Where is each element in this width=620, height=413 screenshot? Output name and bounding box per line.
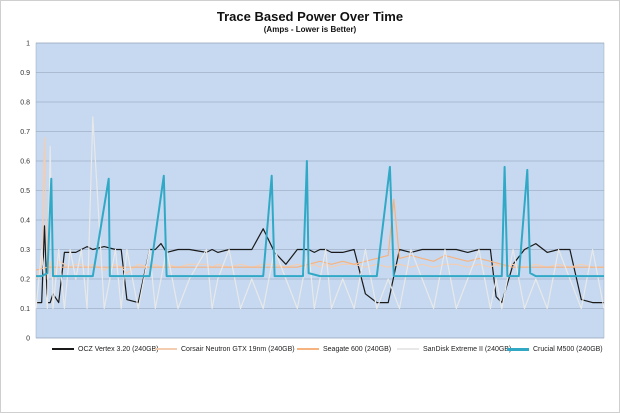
y-tick-label: 0.5 xyxy=(20,188,30,195)
legend-item: Corsair Neutron GTX 19nm (240GB) xyxy=(155,343,295,355)
y-tick-label: 0.7 xyxy=(20,129,30,136)
y-tick-label: 0.8 xyxy=(20,100,30,107)
legend-label: OCZ Vertex 3.20 (240GB) xyxy=(78,345,159,353)
series-lines xyxy=(35,116,605,310)
legend: OCZ Vertex 3.20 (240GB) Corsair Neutron G… xyxy=(0,343,620,359)
series-line xyxy=(36,225,604,304)
y-tick-label: 0.4 xyxy=(20,218,30,225)
legend-swatch xyxy=(297,348,319,350)
series-line xyxy=(36,160,604,278)
legend-label: Crucial M500 (240GB) xyxy=(533,345,603,353)
legend-item: OCZ Vertex 3.20 (240GB) xyxy=(52,343,159,355)
legend-label: Seagate 600 (240GB) xyxy=(323,345,392,353)
y-tick-label: 1 xyxy=(26,41,30,48)
legend-item: Seagate 600 (240GB) xyxy=(297,343,391,355)
legend-swatch xyxy=(397,348,419,350)
chart-title: Trace Based Power Over Time xyxy=(216,9,404,24)
legend-swatch xyxy=(52,348,74,350)
y-tick-label: 0.9 xyxy=(20,70,30,77)
y-tick-label: 0.1 xyxy=(20,306,30,313)
legend-item: SanDisk Extreme II (240GB) xyxy=(397,343,511,355)
legend-label: Corsair Neutron GTX 19nm (240GB) xyxy=(181,345,295,353)
y-tick-label: 0.2 xyxy=(20,277,30,284)
series-line xyxy=(35,116,605,310)
y-tick-label: 0.6 xyxy=(20,159,30,166)
y-tick-label: 0.3 xyxy=(20,247,30,254)
y-axis-ticks: 0 0.1 0.2 0.3 0.4 0.5 0.6 0.7 0.8 0.9 1 xyxy=(20,41,30,343)
y-tick-label: 0 xyxy=(26,336,30,343)
legend-swatch xyxy=(155,348,177,350)
chart-subtitle: (Amps - Lower is Better) xyxy=(263,25,357,34)
legend-label: SanDisk Extreme II (240GB) xyxy=(423,345,512,353)
legend-item: Crucial M500 (240GB) xyxy=(507,343,603,355)
legend-swatch xyxy=(507,347,529,351)
